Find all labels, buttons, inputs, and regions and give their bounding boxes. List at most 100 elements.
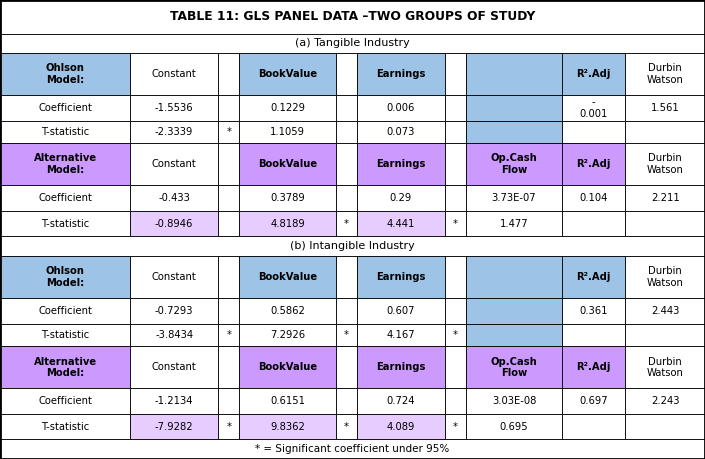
Bar [336, 346, 357, 388]
Text: 2.243: 2.243 [651, 397, 680, 406]
Bar [336, 414, 357, 439]
Text: Earnings: Earnings [376, 362, 425, 372]
Text: -1.2134: -1.2134 [155, 397, 193, 406]
Text: 4.8189: 4.8189 [270, 218, 305, 229]
Bar [466, 53, 563, 95]
Bar [466, 121, 563, 143]
Text: Coefficient: Coefficient [38, 397, 92, 406]
Bar [625, 143, 705, 185]
Bar [239, 121, 336, 143]
Text: 4.089: 4.089 [386, 422, 415, 432]
Bar [625, 388, 705, 414]
Text: Earnings: Earnings [376, 159, 425, 169]
Bar [130, 324, 219, 346]
Bar [563, 211, 625, 236]
Text: -1.5536: -1.5536 [155, 103, 193, 113]
Bar [445, 414, 466, 439]
Bar [466, 143, 563, 185]
Bar [445, 53, 466, 95]
Bar [239, 388, 336, 414]
Bar [130, 414, 219, 439]
Bar [336, 95, 357, 121]
Bar [130, 388, 219, 414]
Bar [625, 211, 705, 236]
Bar [219, 185, 239, 211]
Text: 2.211: 2.211 [651, 193, 680, 203]
Bar [445, 256, 466, 298]
Text: Constant: Constant [152, 272, 197, 282]
Bar [445, 388, 466, 414]
Bar [336, 121, 357, 143]
Bar [357, 211, 445, 236]
Bar [219, 346, 239, 388]
Text: TABLE 11: GLS PANEL DATA –TWO GROUPS OF STUDY: TABLE 11: GLS PANEL DATA –TWO GROUPS OF … [170, 11, 535, 23]
Text: R².Adj: R².Adj [577, 69, 611, 79]
Bar [336, 324, 357, 346]
Bar [466, 211, 563, 236]
Text: -3.8434: -3.8434 [155, 330, 193, 340]
Text: 0.5862: 0.5862 [270, 306, 305, 316]
Bar [239, 414, 336, 439]
Bar [219, 211, 239, 236]
Text: 0.607: 0.607 [386, 306, 415, 316]
Bar [625, 53, 705, 95]
Bar [563, 121, 625, 143]
Bar [0, 211, 130, 236]
Text: *: * [453, 330, 458, 340]
Bar [625, 256, 705, 298]
Bar [563, 143, 625, 185]
Text: R².Adj: R².Adj [577, 159, 611, 169]
Bar [625, 185, 705, 211]
Bar [130, 211, 219, 236]
Bar [625, 346, 705, 388]
Bar [466, 414, 563, 439]
Text: (a) Tangible Industry: (a) Tangible Industry [295, 38, 410, 48]
Bar [445, 298, 466, 324]
Bar [336, 53, 357, 95]
Bar [0, 439, 705, 459]
Bar [357, 414, 445, 439]
Text: *: * [226, 127, 231, 137]
Bar [219, 414, 239, 439]
Text: Coefficient: Coefficient [38, 306, 92, 316]
Bar [466, 324, 563, 346]
Bar [563, 256, 625, 298]
Text: Durbin
Watson: Durbin Watson [646, 357, 684, 378]
Text: -2.3339: -2.3339 [155, 127, 193, 137]
Bar [445, 121, 466, 143]
Bar [336, 143, 357, 185]
Bar [130, 121, 219, 143]
Text: 9.8362: 9.8362 [270, 422, 305, 432]
Bar [563, 324, 625, 346]
Bar [445, 346, 466, 388]
Bar [219, 388, 239, 414]
Text: 0.3789: 0.3789 [270, 193, 305, 203]
Bar [357, 324, 445, 346]
Bar [0, 256, 130, 298]
Text: 7.2926: 7.2926 [270, 330, 305, 340]
Bar [563, 414, 625, 439]
Bar [130, 298, 219, 324]
Bar [0, 388, 130, 414]
Text: T-statistic: T-statistic [41, 330, 89, 340]
Bar [357, 298, 445, 324]
Text: Alternative
Model:: Alternative Model: [33, 357, 97, 378]
Text: -7.9282: -7.9282 [155, 422, 193, 432]
Bar [357, 143, 445, 185]
Bar [0, 34, 705, 53]
Text: 0.697: 0.697 [580, 397, 608, 406]
Bar [357, 121, 445, 143]
Bar [0, 0, 705, 34]
Bar [239, 53, 336, 95]
Text: Op.Cash
Flow: Op.Cash Flow [491, 153, 537, 175]
Bar [563, 95, 625, 121]
Bar [625, 95, 705, 121]
Text: *: * [344, 218, 349, 229]
Bar [466, 298, 563, 324]
Text: Ohlson
Model:: Ohlson Model: [46, 63, 85, 84]
Bar [219, 121, 239, 143]
Bar [357, 388, 445, 414]
Text: Constant: Constant [152, 159, 197, 169]
Bar [130, 143, 219, 185]
Bar [219, 256, 239, 298]
